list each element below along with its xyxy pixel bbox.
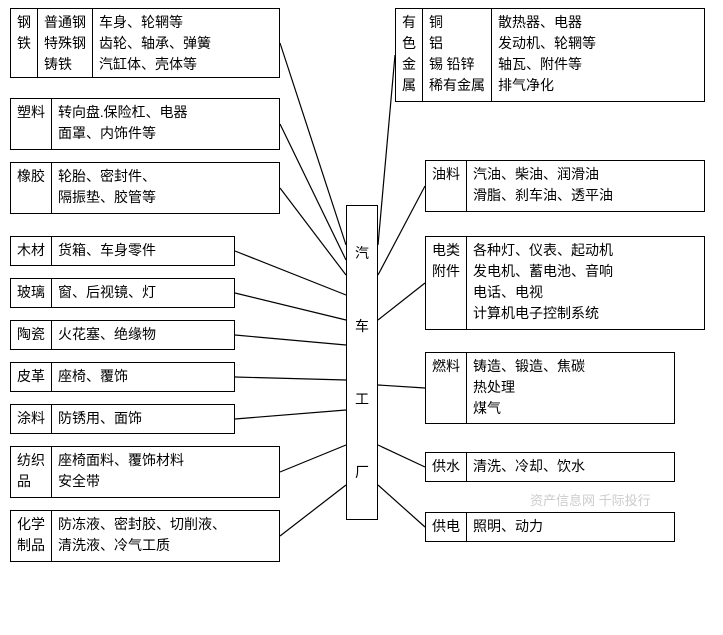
right-box-4: 供水清洗、冷却、饮水: [425, 452, 675, 482]
left-box-1-col-0: 塑料: [11, 99, 51, 149]
left-box-0-col-2: 车身、轮辋等齿轮、轴承、弹簧汽缸体、壳体等: [92, 9, 217, 77]
left-box-1: 塑料转向盘.保险杠、电器面罩、内饰件等: [10, 98, 280, 150]
left-box-2-col-0: 橡胶: [11, 163, 51, 213]
right-box-5-col-1: 照明、动力: [466, 513, 549, 541]
right-box-4-col-1: 清洗、冷却、饮水: [466, 453, 591, 481]
right-box-1: 油料汽油、柴油、润滑油滑脂、刹车油、透平油: [425, 160, 705, 212]
left-box-2-col-1: 轮胎、密封件、隔振垫、胶管等: [51, 163, 162, 213]
right-box-5-col-0: 供电: [426, 513, 466, 541]
right-box-0-col-0: 有色金属: [396, 9, 422, 101]
right-box-3-col-0: 燃料: [426, 353, 466, 423]
left-box-2: 橡胶轮胎、密封件、隔振垫、胶管等: [10, 162, 280, 214]
right-box-1-col-0: 油料: [426, 161, 466, 211]
center-node: 汽车工厂: [346, 205, 378, 520]
right-box-1-col-1: 汽油、柴油、润滑油滑脂、刹车油、透平油: [466, 161, 619, 211]
left-box-7-col-0: 涂料: [11, 405, 51, 433]
left-box-0: 钢铁普通钢特殊钢铸铁车身、轮辋等齿轮、轴承、弹簧汽缸体、壳体等: [10, 8, 280, 78]
left-box-3: 木材货箱、车身零件: [10, 236, 235, 266]
right-box-0: 有色金属铜铝锡 铅锌稀有金属散热器、电器发动机、轮辋等轴瓦、附件等排气净化: [395, 8, 705, 102]
left-box-0-col-1: 普通钢特殊钢铸铁: [37, 9, 92, 77]
left-box-3-col-0: 木材: [11, 237, 51, 265]
right-box-2: 电类附件各种灯、仪表、起动机发电机、蓄电池、音响电话、电视计算机电子控制系统: [425, 236, 705, 330]
left-box-6-col-0: 皮革: [11, 363, 51, 391]
right-box-5: 供电照明、动力: [425, 512, 675, 542]
left-box-0-col-0: 钢铁: [11, 9, 37, 77]
left-box-4-col-1: 窗、后视镜、灯: [51, 279, 162, 307]
right-box-4-col-0: 供水: [426, 453, 466, 481]
left-box-7-col-1: 防锈用、面饰: [51, 405, 148, 433]
right-box-2-col-0: 电类附件: [426, 237, 466, 329]
left-box-5: 陶瓷火花塞、绝缘物: [10, 320, 235, 350]
left-box-9: 化学制品防冻液、密封胶、切削液、清洗液、冷气工质: [10, 510, 280, 562]
left-box-8: 纺织品座椅面料、覆饰材料安全带: [10, 446, 280, 498]
left-box-8-col-0: 纺织品: [11, 447, 51, 497]
left-box-1-col-1: 转向盘.保险杠、电器面罩、内饰件等: [51, 99, 194, 149]
left-box-9-col-0: 化学制品: [11, 511, 51, 561]
right-box-3-col-1: 铸造、锻造、焦碳热处理煤气: [466, 353, 591, 423]
right-box-0-col-1: 铜铝锡 铅锌稀有金属: [422, 9, 491, 101]
left-box-8-col-1: 座椅面料、覆饰材料安全带: [51, 447, 190, 497]
left-box-3-col-1: 货箱、车身零件: [51, 237, 162, 265]
left-box-4: 玻璃窗、后视镜、灯: [10, 278, 235, 308]
left-box-7: 涂料防锈用、面饰: [10, 404, 235, 434]
right-box-3: 燃料铸造、锻造、焦碳热处理煤气: [425, 352, 675, 424]
right-box-2-col-1: 各种灯、仪表、起动机发电机、蓄电池、音响电话、电视计算机电子控制系统: [466, 237, 619, 329]
left-box-5-col-1: 火花塞、绝缘物: [51, 321, 162, 349]
left-box-4-col-0: 玻璃: [11, 279, 51, 307]
right-box-0-col-2: 散热器、电器发动机、轮辋等轴瓦、附件等排气净化: [491, 9, 602, 101]
left-box-6: 皮革座椅、覆饰: [10, 362, 235, 392]
left-box-6-col-1: 座椅、覆饰: [51, 363, 134, 391]
left-box-9-col-1: 防冻液、密封胶、切削液、清洗液、冷气工质: [51, 511, 232, 561]
left-box-5-col-0: 陶瓷: [11, 321, 51, 349]
